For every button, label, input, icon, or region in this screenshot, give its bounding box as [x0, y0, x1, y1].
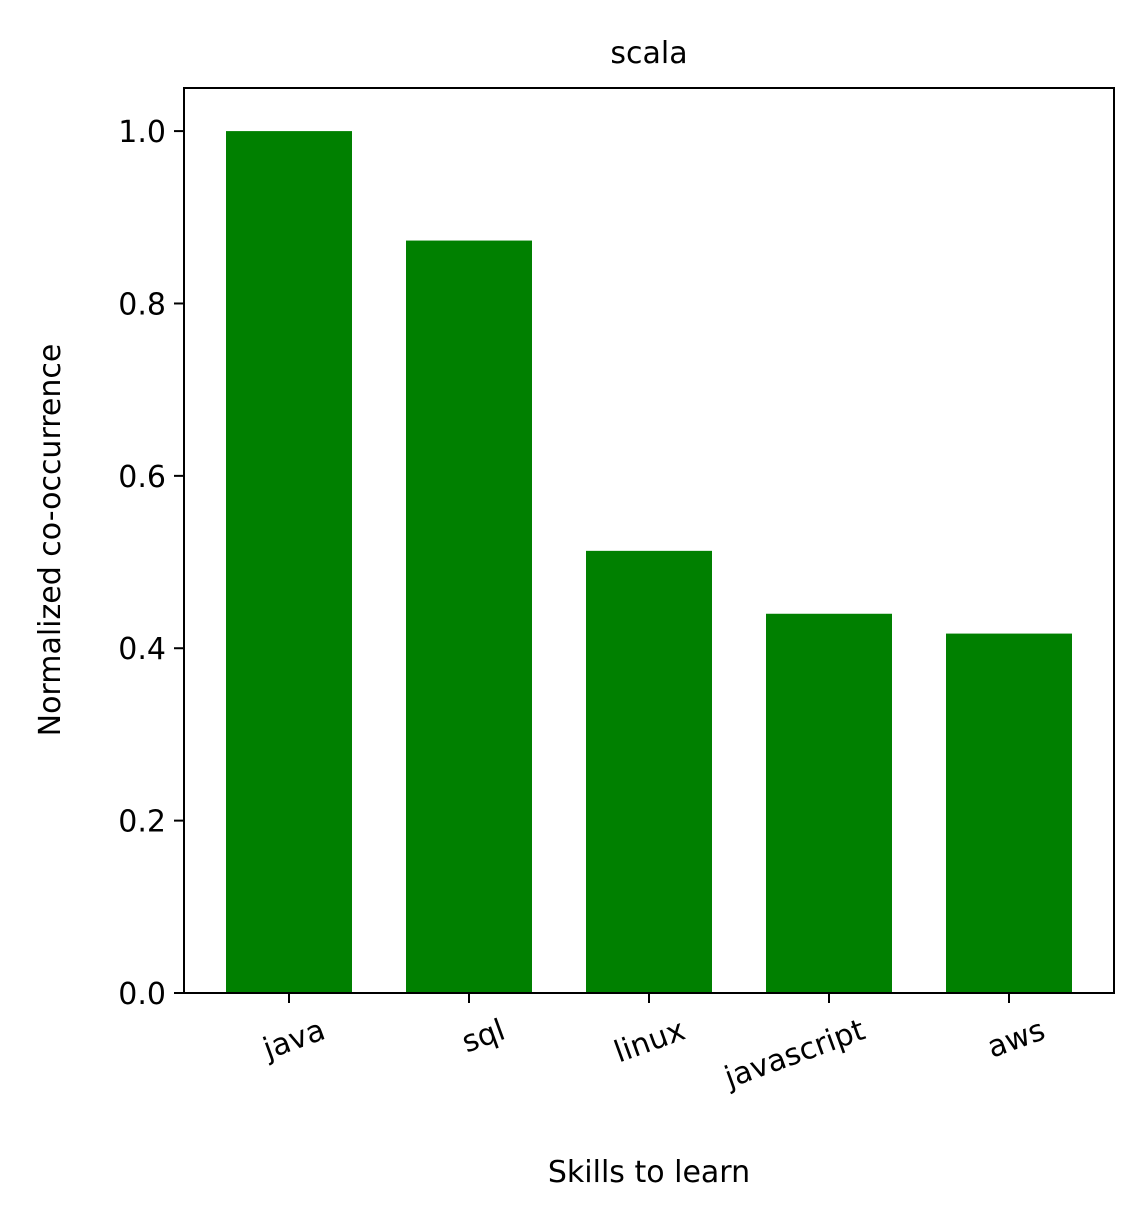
bar-javascript	[766, 613, 892, 993]
y-tick-label: 1.0	[118, 115, 166, 150]
bar-java	[226, 131, 352, 994]
y-tick-label: 0.6	[118, 460, 166, 495]
plot-frame	[183, 87, 1115, 994]
bars-group	[226, 131, 1072, 994]
y-axis: 0.0 0.2 0.4 0.6 0.8 1.0	[118, 115, 184, 1012]
y-tick-label: 0.0	[118, 977, 166, 1012]
x-axis-label: Skills to learn	[548, 1155, 750, 1190]
y-tick-label: 0.8	[118, 287, 166, 322]
chart-title: scala	[610, 36, 687, 71]
bar-linux	[586, 550, 712, 993]
y-tick-label: 0.2	[118, 805, 166, 840]
y-axis-label: Normalized co-occurrence	[33, 344, 68, 737]
y-tick-label: 0.4	[118, 632, 166, 667]
bar-aws	[946, 633, 1072, 993]
bar-sql	[406, 240, 532, 994]
